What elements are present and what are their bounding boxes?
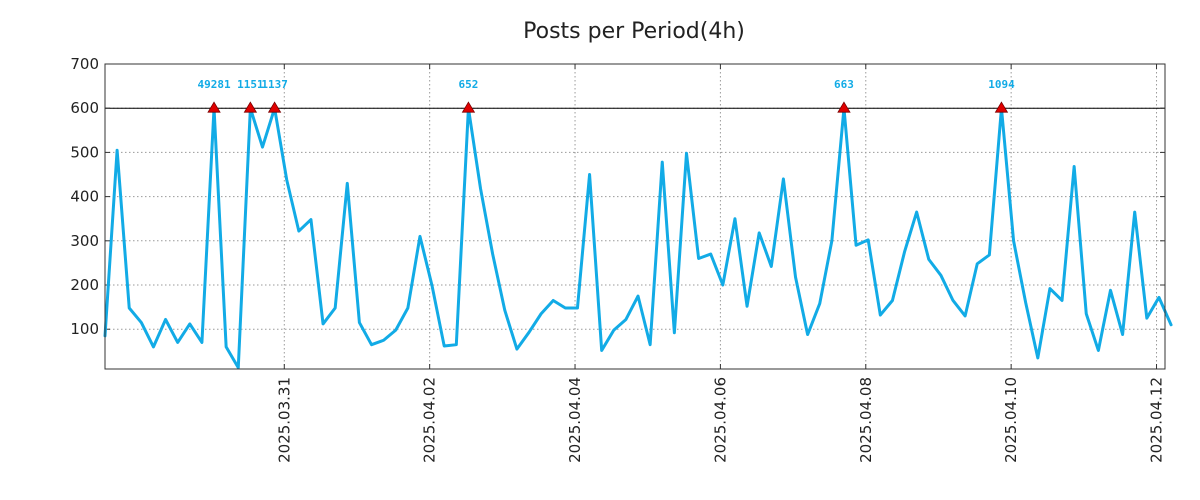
peak-marker: [207, 101, 221, 113]
y-axis: 100 200 300 400 500 600 700: [70, 55, 1165, 338]
series-line-posts: [103, 106, 1173, 370]
peak-label: 1151: [237, 78, 264, 91]
peak-label: 652: [458, 78, 478, 91]
x-tick-label: 2025.03.31: [275, 377, 293, 463]
chart-title: Posts per Period(4h): [523, 19, 745, 44]
x-tick-label: 2025.04.08: [857, 377, 875, 463]
plot-frame: [104, 63, 1166, 370]
peak-marker: [994, 101, 1009, 113]
peak-marker: [837, 101, 851, 113]
y-tick-label: 600: [70, 99, 99, 117]
series-group: [103, 106, 1173, 370]
peak-marker: [461, 101, 476, 113]
peak-marker: [267, 101, 282, 113]
x-tick-label: 2025.04.02: [421, 377, 439, 463]
y-tick-label: 500: [70, 143, 99, 161]
y-tick-label: 400: [70, 188, 99, 206]
y-tick-label: 300: [70, 232, 99, 250]
peak-label: 49281: [197, 78, 230, 91]
x-tick-label: 2025.04.10: [1002, 377, 1020, 463]
x-axis: 2025.03.31 2025.04.02 2025.04.04 2025.04.06…: [275, 64, 1166, 463]
x-tick-label: 2025.04.04: [566, 377, 584, 463]
peak-label: 1137: [261, 78, 288, 91]
x-tick-label: 2025.04.06: [711, 377, 729, 463]
peak-label: 663: [834, 78, 854, 91]
peak-label: 1094: [988, 78, 1015, 91]
x-tick-label: 2025.04.12: [1148, 377, 1166, 463]
y-tick-label: 700: [70, 55, 99, 73]
peak-marker: [243, 101, 258, 113]
y-tick-label: 200: [70, 276, 99, 294]
y-tick-label: 100: [70, 320, 99, 338]
